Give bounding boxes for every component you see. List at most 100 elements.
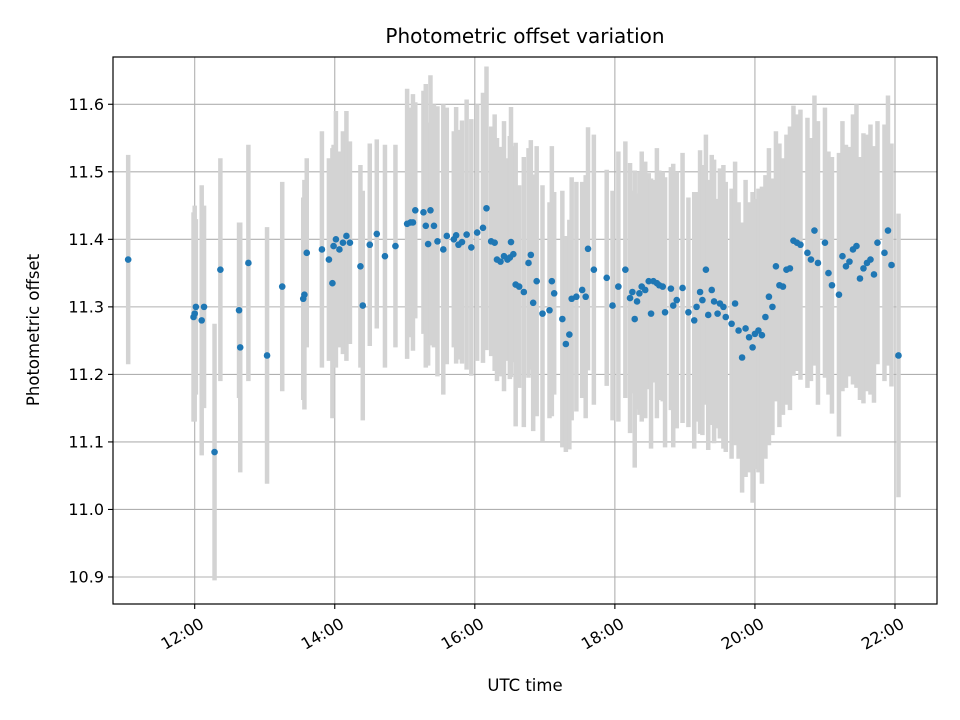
data-point: [696, 288, 704, 296]
data-point: [888, 261, 895, 269]
data-point: [562, 340, 570, 348]
data-point: [211, 448, 218, 456]
data-point: [548, 277, 556, 285]
data-point: [533, 277, 540, 285]
data-point: [357, 263, 364, 270]
data-point: [842, 263, 850, 270]
data-point: [343, 232, 350, 240]
data-point: [821, 239, 829, 247]
data-point: [731, 300, 739, 307]
data-point: [573, 293, 580, 301]
data-point: [452, 231, 460, 239]
data-point: [856, 275, 864, 282]
data-point: [440, 246, 447, 253]
data-point: [874, 239, 881, 247]
data-point: [629, 288, 636, 296]
data-point: [336, 246, 343, 253]
data-point: [867, 256, 874, 263]
data-point: [661, 308, 669, 316]
data-point: [346, 239, 354, 247]
data-point: [786, 265, 794, 272]
data-point: [566, 331, 573, 338]
y-tick-label: 11.3: [68, 297, 104, 316]
data-point: [804, 249, 811, 257]
data-point: [769, 303, 776, 311]
y-axis: 10.9 11.0 11.1 11.2 11.3 11.4 11.5 11.6: [68, 95, 113, 586]
data-point: [811, 227, 818, 234]
data-point: [529, 299, 537, 307]
data-point: [685, 308, 692, 316]
x-axis-label: UTC time: [487, 676, 562, 695]
data-point: [430, 222, 438, 230]
y-tick-label: 10.9: [68, 567, 104, 586]
data-point: [510, 250, 517, 258]
y-axis-label: Photometric offset: [24, 253, 43, 406]
data-point: [631, 315, 639, 323]
data-point: [392, 242, 399, 250]
data-point: [758, 331, 766, 339]
data-point: [427, 206, 434, 214]
data-point: [641, 286, 649, 294]
data-point: [835, 291, 843, 299]
data-point: [124, 256, 132, 263]
data-point: [578, 286, 586, 294]
data-point: [424, 240, 432, 248]
data-point: [525, 259, 532, 267]
data-point: [714, 310, 721, 317]
data-point: [735, 327, 742, 334]
data-point: [245, 259, 252, 267]
data-point: [765, 293, 773, 301]
data-point: [884, 227, 892, 234]
data-point: [745, 333, 753, 341]
data-point: [609, 302, 616, 309]
y-tick-label: 11.4: [68, 230, 104, 249]
data-point: [633, 298, 641, 305]
data-point: [673, 296, 681, 304]
data-point: [550, 290, 558, 297]
plot-frame: [112, 56, 938, 605]
data-point: [645, 277, 653, 285]
data-point: [728, 320, 735, 328]
data-point: [603, 274, 610, 282]
data-point: [507, 238, 515, 246]
data-point: [473, 229, 481, 236]
data-point: [749, 344, 756, 351]
data-point: [217, 266, 224, 274]
data-point: [702, 266, 710, 274]
data-point: [742, 325, 749, 332]
data-point: [497, 258, 504, 265]
y-tick-label: 11.0: [68, 500, 104, 519]
data-point: [755, 327, 762, 334]
data-point: [622, 266, 629, 274]
data-point: [693, 303, 700, 311]
data-point: [881, 249, 888, 257]
data-point: [828, 281, 836, 289]
data-point: [807, 256, 815, 263]
data-point: [411, 206, 419, 214]
data-point: [192, 303, 200, 311]
data-point: [722, 313, 730, 321]
data-point: [373, 230, 381, 238]
data-point: [626, 294, 634, 302]
data-point: [325, 256, 333, 263]
chart-title: Photometric offset variation: [385, 24, 664, 48]
data-point: [659, 283, 667, 290]
data-point: [667, 285, 675, 292]
data-point: [699, 296, 706, 304]
data-point: [772, 263, 780, 270]
data-point: [483, 204, 490, 212]
y-tick-label: 11.2: [68, 365, 104, 384]
data-point: [236, 344, 244, 351]
data-point: [339, 239, 347, 247]
data-point: [409, 219, 417, 226]
data-points: [124, 204, 902, 456]
data-point: [381, 252, 389, 260]
data-point: [303, 249, 311, 257]
data-point: [615, 283, 622, 290]
y-tick-label: 11.6: [68, 95, 104, 114]
data-point: [846, 258, 853, 265]
data-point: [870, 271, 878, 278]
data-point: [582, 293, 589, 301]
data-point: [636, 290, 643, 297]
